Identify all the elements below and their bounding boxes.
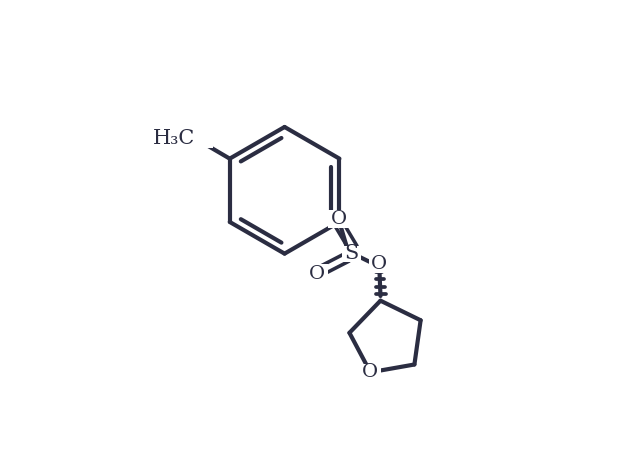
Bar: [360, 364, 381, 381]
Text: O: O: [362, 363, 378, 381]
Text: O: O: [309, 265, 325, 282]
Bar: [328, 210, 349, 228]
Text: S: S: [344, 244, 358, 263]
Bar: [307, 265, 328, 282]
Text: O: O: [331, 210, 347, 228]
Text: O: O: [371, 256, 387, 274]
Bar: [369, 256, 388, 273]
Bar: [342, 246, 360, 262]
Bar: [177, 130, 213, 148]
Text: H₃C: H₃C: [153, 129, 195, 148]
